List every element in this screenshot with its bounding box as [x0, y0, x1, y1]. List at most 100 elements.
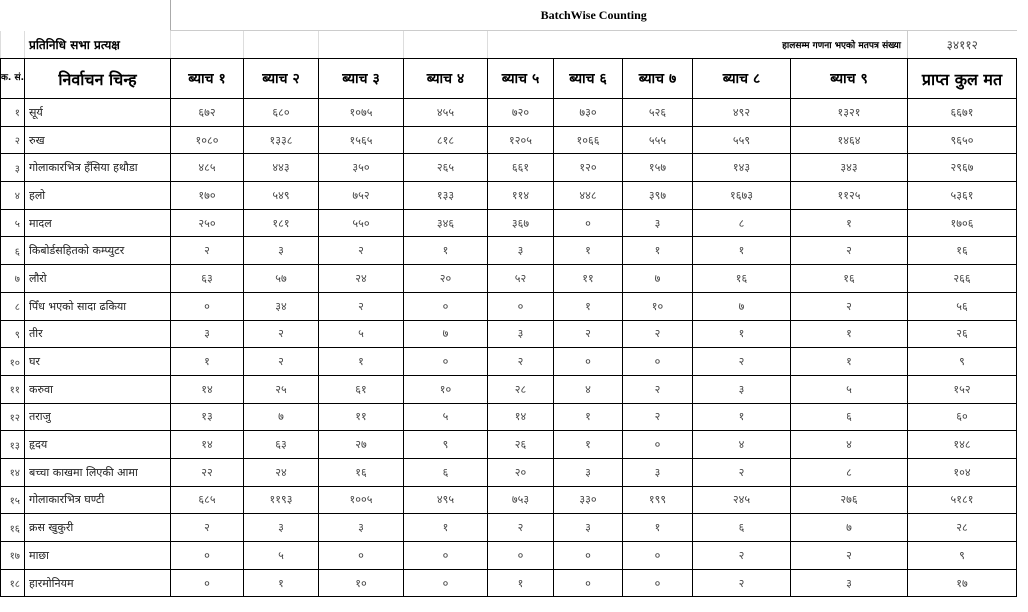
batch-count-cell[interactable]: १	[243, 568, 319, 598]
batch-count-cell[interactable]: ०	[487, 541, 554, 570]
batch-count-cell[interactable]: १	[692, 402, 791, 432]
batch-count-cell[interactable]: १२०५	[487, 125, 554, 155]
batch-count-cell[interactable]: ३	[622, 457, 693, 487]
column-header-batch[interactable]: ब्याच ३	[318, 58, 404, 99]
batch-count-cell[interactable]: २	[487, 347, 554, 376]
batch-count-cell[interactable]: २	[622, 402, 693, 432]
symbol-name-cell[interactable]: तराजु	[24, 402, 171, 432]
total-votes-cell[interactable]: ९	[907, 541, 1017, 570]
batch-count-cell[interactable]: १	[553, 402, 623, 432]
symbol-name-cell[interactable]: घर	[24, 347, 171, 376]
batch-count-cell[interactable]: २५०	[170, 208, 244, 238]
batch-count-cell[interactable]: ३६७	[487, 208, 554, 238]
batch-count-cell[interactable]: १	[790, 319, 908, 349]
batch-count-cell[interactable]: १९९	[622, 485, 693, 515]
batch-count-cell[interactable]: ०	[403, 541, 488, 570]
batch-count-cell[interactable]: २४	[243, 457, 319, 487]
batch-count-cell[interactable]: ३	[487, 236, 554, 266]
batch-count-cell[interactable]: ६	[692, 513, 791, 542]
batch-count-cell[interactable]: १४	[170, 374, 244, 404]
batch-count-cell[interactable]: ५५०	[318, 208, 404, 238]
total-votes-cell[interactable]: ६०	[907, 402, 1017, 432]
symbol-name-cell[interactable]: बच्चा काखमा लिएकी आमा	[24, 457, 171, 487]
batch-count-cell[interactable]: ५	[790, 374, 908, 404]
symbol-name-cell[interactable]: लौरो	[24, 264, 171, 293]
counted-ballots-label[interactable]: हालसम्म गणना भएको मतपत्र संख्या	[487, 30, 908, 59]
batch-count-cell[interactable]: ५२	[487, 264, 554, 293]
batch-count-cell[interactable]: १४६४	[790, 125, 908, 155]
batch-count-cell[interactable]: ११९३	[243, 485, 319, 515]
blank-cell[interactable]	[0, 30, 25, 59]
total-votes-cell[interactable]: १४८	[907, 430, 1017, 459]
batch-count-cell[interactable]: २	[692, 568, 791, 598]
batch-count-cell[interactable]: २६५	[403, 153, 488, 183]
symbol-name-cell[interactable]: क्रस खुकुरी	[24, 513, 171, 542]
blank-cell[interactable]	[1, 0, 171, 31]
batch-count-cell[interactable]: २	[622, 319, 693, 349]
batch-count-cell[interactable]: १६७३	[692, 181, 791, 210]
total-votes-cell[interactable]: ९६५०	[907, 125, 1017, 155]
batch-count-cell[interactable]: ३	[318, 513, 404, 542]
column-header-batch[interactable]: ब्याच ९	[790, 58, 908, 99]
batch-count-cell[interactable]: ५७	[243, 264, 319, 293]
batch-count-cell[interactable]: १०	[318, 568, 404, 598]
election-type-label[interactable]: प्रतिनिधि सभा प्रत्यक्ष	[24, 30, 171, 59]
batch-count-cell[interactable]: ०	[403, 347, 488, 376]
batch-count-cell[interactable]: ४४३	[243, 153, 319, 183]
batch-count-cell[interactable]: १४३	[692, 153, 791, 183]
batch-count-cell[interactable]: २०	[487, 457, 554, 487]
batch-count-cell[interactable]: ८	[692, 208, 791, 238]
batch-count-cell[interactable]: १६	[318, 457, 404, 487]
batch-count-cell[interactable]: २	[790, 291, 908, 321]
symbol-name-cell[interactable]: रुख	[24, 125, 171, 155]
serial-cell[interactable]: १४	[0, 457, 25, 487]
batch-count-cell[interactable]: ५	[318, 319, 404, 349]
batch-count-cell[interactable]: १०	[403, 374, 488, 404]
batch-count-cell[interactable]: ३	[622, 208, 693, 238]
total-votes-cell[interactable]: २६६	[907, 264, 1017, 293]
batch-count-cell[interactable]: ०	[622, 568, 693, 598]
batch-count-cell[interactable]: १३२१	[790, 98, 908, 127]
batch-count-cell[interactable]: १३	[170, 402, 244, 432]
batch-count-cell[interactable]: ६	[403, 457, 488, 487]
batch-count-cell[interactable]: १४	[487, 402, 554, 432]
batch-count-cell[interactable]: ३९७	[622, 181, 693, 210]
batch-count-cell[interactable]: १६	[692, 264, 791, 293]
blank-cell[interactable]	[170, 30, 244, 59]
batch-count-cell[interactable]: ०	[553, 568, 623, 598]
batch-count-cell[interactable]: २	[790, 236, 908, 266]
symbol-name-cell[interactable]: पिँध भएको सादा ढकिया	[24, 291, 171, 321]
total-votes-cell[interactable]: १७	[907, 568, 1017, 598]
blank-cell[interactable]	[403, 30, 488, 59]
symbol-name-cell[interactable]: करुवा	[24, 374, 171, 404]
symbol-name-cell[interactable]: गोलाकारभित्र घण्टी	[24, 485, 171, 515]
sheet-title[interactable]: BatchWise Counting	[170, 0, 1017, 31]
batch-count-cell[interactable]: १	[553, 430, 623, 459]
batch-count-cell[interactable]: ०	[622, 347, 693, 376]
total-votes-cell[interactable]: ५३६१	[907, 181, 1017, 210]
batch-count-cell[interactable]: ६६१	[487, 153, 554, 183]
total-votes-cell[interactable]: १६	[907, 236, 1017, 266]
serial-cell[interactable]: ६	[0, 236, 25, 266]
batch-count-cell[interactable]: ०	[403, 291, 488, 321]
batch-count-cell[interactable]: ०	[487, 291, 554, 321]
batch-count-cell[interactable]: १६	[790, 264, 908, 293]
symbol-name-cell[interactable]: हलो	[24, 181, 171, 210]
symbol-name-cell[interactable]: तीर	[24, 319, 171, 349]
column-header-batch[interactable]: ब्याच १	[170, 58, 244, 99]
batch-count-cell[interactable]: ७	[403, 319, 488, 349]
batch-count-cell[interactable]: १३३८	[243, 125, 319, 155]
batch-count-cell[interactable]: १	[790, 208, 908, 238]
batch-count-cell[interactable]: २	[243, 319, 319, 349]
batch-count-cell[interactable]: ०	[622, 541, 693, 570]
serial-cell[interactable]: १०	[0, 347, 25, 376]
serial-cell[interactable]: १	[0, 98, 25, 127]
batch-count-cell[interactable]: ६३	[170, 264, 244, 293]
batch-count-cell[interactable]: २०	[403, 264, 488, 293]
batch-count-cell[interactable]: ३४३	[790, 153, 908, 183]
batch-count-cell[interactable]: ०	[403, 568, 488, 598]
batch-count-cell[interactable]: ०	[622, 430, 693, 459]
column-header-batch[interactable]: ब्याच ८	[692, 58, 791, 99]
batch-count-cell[interactable]: १	[170, 347, 244, 376]
batch-count-cell[interactable]: २	[318, 291, 404, 321]
